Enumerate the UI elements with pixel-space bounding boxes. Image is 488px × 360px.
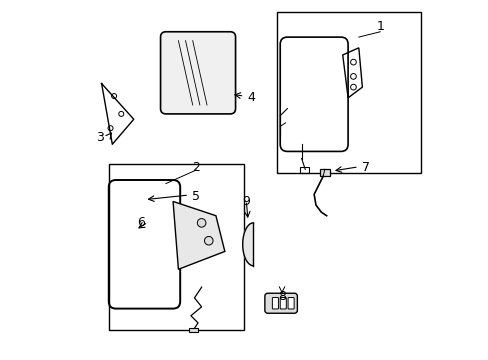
FancyBboxPatch shape bbox=[160, 32, 235, 114]
Text: 3: 3 bbox=[96, 131, 103, 144]
Circle shape bbox=[197, 219, 205, 227]
FancyBboxPatch shape bbox=[272, 297, 278, 309]
FancyBboxPatch shape bbox=[287, 297, 294, 309]
Text: 8: 8 bbox=[278, 289, 285, 303]
Circle shape bbox=[204, 237, 213, 245]
FancyBboxPatch shape bbox=[280, 297, 285, 309]
FancyBboxPatch shape bbox=[264, 293, 297, 313]
Text: 6: 6 bbox=[137, 216, 144, 229]
Text: 9: 9 bbox=[242, 195, 250, 208]
Text: 4: 4 bbox=[247, 91, 255, 104]
FancyBboxPatch shape bbox=[319, 169, 329, 176]
FancyBboxPatch shape bbox=[189, 328, 198, 332]
Text: 2: 2 bbox=[192, 161, 200, 174]
Polygon shape bbox=[242, 223, 253, 266]
Text: 1: 1 bbox=[376, 20, 384, 33]
Text: 7: 7 bbox=[361, 161, 369, 174]
Text: 5: 5 bbox=[192, 190, 200, 203]
Polygon shape bbox=[173, 202, 224, 269]
